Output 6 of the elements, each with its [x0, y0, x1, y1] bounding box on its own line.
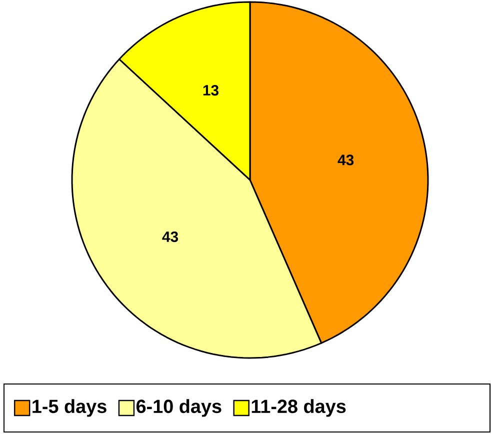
legend-label: 6-10 days	[136, 399, 222, 417]
data-label: 43	[162, 231, 178, 242]
legend-label: 11-28 days	[252, 399, 346, 417]
data-label: 13	[203, 84, 219, 96]
legend-label: 1-5 days	[32, 399, 106, 417]
data-label: 43	[338, 154, 354, 166]
